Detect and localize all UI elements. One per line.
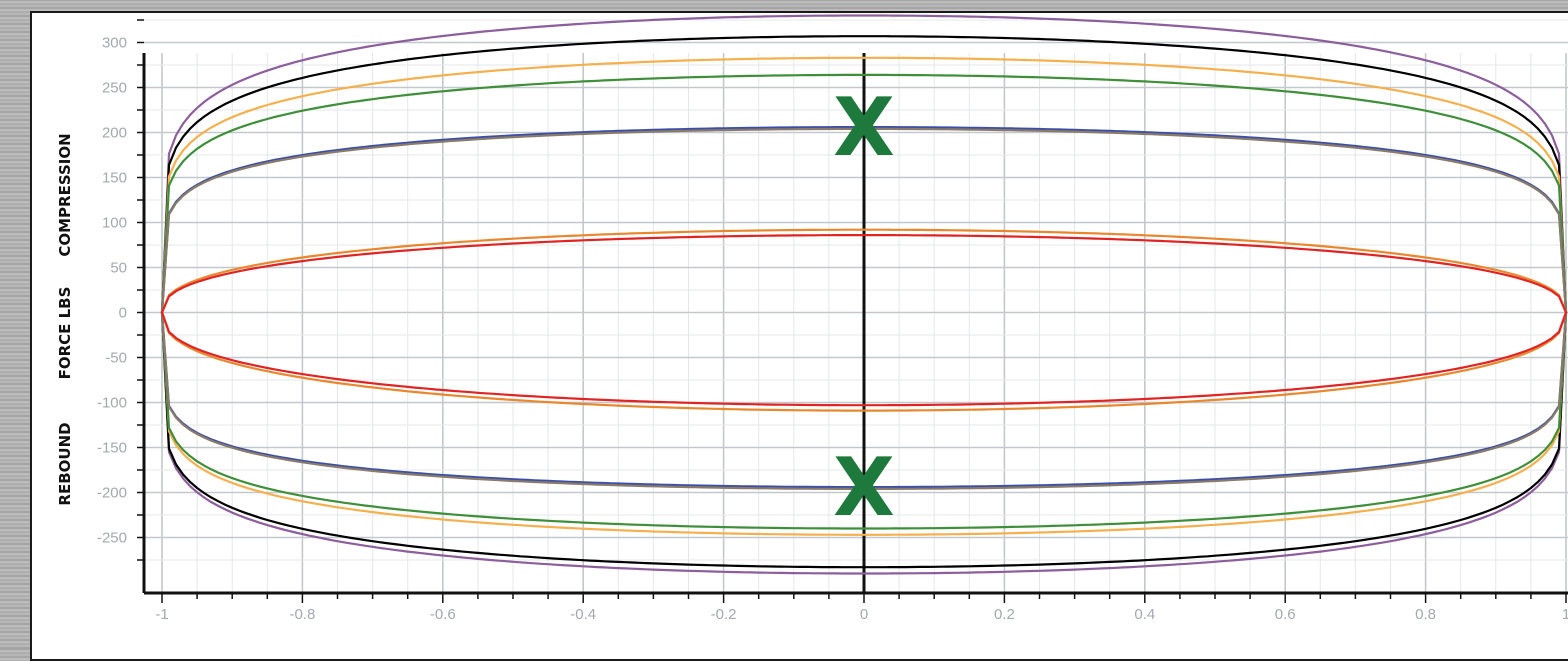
x-tick-label: -0.2 xyxy=(711,606,737,623)
y-tick-label: -50 xyxy=(105,350,127,367)
y-tick-label: -100 xyxy=(97,395,127,412)
chart-panel: -1 -0.8 -0.6 -0.4 -0.2 0 0.2 0.4 0.6 0.8 1 300 250 20… xyxy=(30,11,1568,661)
y-tick-label: 300 xyxy=(102,35,127,52)
y-tick-label: -200 xyxy=(97,485,127,502)
y-title-rebound: REBOUND xyxy=(56,422,74,505)
markers: XX xyxy=(833,81,895,534)
axis-titles: COMPRESSION FORCE LBS REBOUND xyxy=(56,133,74,505)
x-tick-label: 0.4 xyxy=(1134,606,1155,623)
y-tick-label: 250 xyxy=(102,80,127,97)
ticks: -1 -0.8 -0.6 -0.4 -0.2 0 0.2 0.4 0.6 0.8 1 300 250 20… xyxy=(97,35,1568,624)
x-tick-label: -0.8 xyxy=(289,606,315,623)
y-tick-label: -250 xyxy=(97,530,127,547)
x-tick-label: 0 xyxy=(860,606,868,623)
x-tick-label: -0.4 xyxy=(570,606,596,623)
y-tick-label: 100 xyxy=(102,215,127,232)
y-tick-label: 200 xyxy=(102,125,127,142)
marker-x-2: X xyxy=(833,441,895,534)
x-tick-label: 0.6 xyxy=(1275,606,1296,623)
x-tick-label: -1 xyxy=(155,606,168,623)
y-tick-label: 0 xyxy=(119,305,127,322)
y-tick-label: 50 xyxy=(110,260,127,277)
marker-x-1: X xyxy=(833,81,895,174)
grid xyxy=(144,19,1568,593)
x-tick-label: -0.6 xyxy=(430,606,456,623)
x-tick-label: 0.2 xyxy=(994,606,1015,623)
series xyxy=(160,14,1568,575)
axes xyxy=(137,19,1568,603)
y-tick-label: -150 xyxy=(97,440,127,457)
y-tick-label: 150 xyxy=(102,170,127,187)
y-title-force: FORCE LBS xyxy=(56,287,74,380)
x-tick-label: 0.8 xyxy=(1415,606,1436,623)
y-title-compression: COMPRESSION xyxy=(56,133,74,256)
chart-svg: -1 -0.8 -0.6 -0.4 -0.2 0 0.2 0.4 0.6 0.8 1 300 250 20… xyxy=(56,14,1568,624)
series-loop-8 xyxy=(160,234,1568,407)
x-tick-label: 1 xyxy=(1562,606,1568,623)
